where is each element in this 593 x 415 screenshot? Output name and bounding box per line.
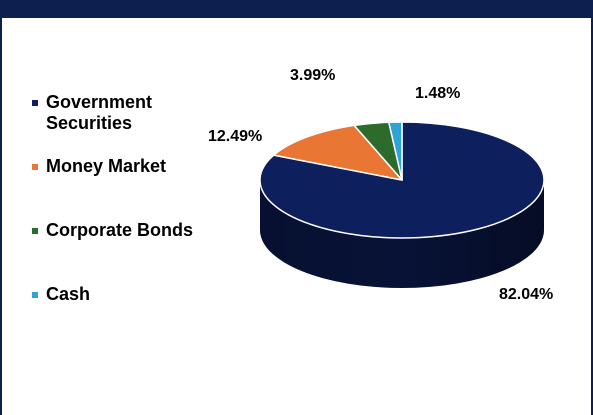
top-header-bar — [2, 0, 591, 18]
legend-item-government-securities: Government Securities — [32, 92, 206, 134]
legend-marker-government-securities — [32, 100, 38, 106]
legend-label-cash: Cash — [46, 284, 91, 304]
legend-item-corporate-bonds: Corporate Bonds — [32, 220, 206, 241]
legend-label-government-securities: Government Securities — [46, 92, 153, 133]
legend-label-money-market: Money Market — [46, 156, 167, 176]
data-label-cash: 1.48% — [415, 85, 460, 102]
data-label-corporate-bonds: 3.99% — [290, 67, 335, 84]
legend-item-cash: Cash — [32, 284, 206, 305]
pie-side-walls — [260, 180, 544, 288]
legend-item-money-market: Money Market — [32, 156, 206, 177]
pie-side-shade-government-securities — [260, 180, 544, 288]
legend-marker-corporate-bonds — [32, 228, 38, 234]
pie-slice-cash — [388, 121, 403, 181]
legend-label-corporate-bonds: Corporate Bonds — [46, 220, 194, 240]
pie-data-labels: 82.04% 12.49% 3.99% 1.48% — [208, 67, 553, 303]
data-label-money-market: 12.49% — [208, 128, 262, 145]
legend-marker-cash — [32, 292, 38, 298]
pie-slice-money-market — [272, 124, 403, 181]
data-label-government-securities: 82.04% — [499, 286, 553, 303]
pie-top-faces — [259, 121, 545, 239]
legend-marker-money-market — [32, 164, 38, 170]
